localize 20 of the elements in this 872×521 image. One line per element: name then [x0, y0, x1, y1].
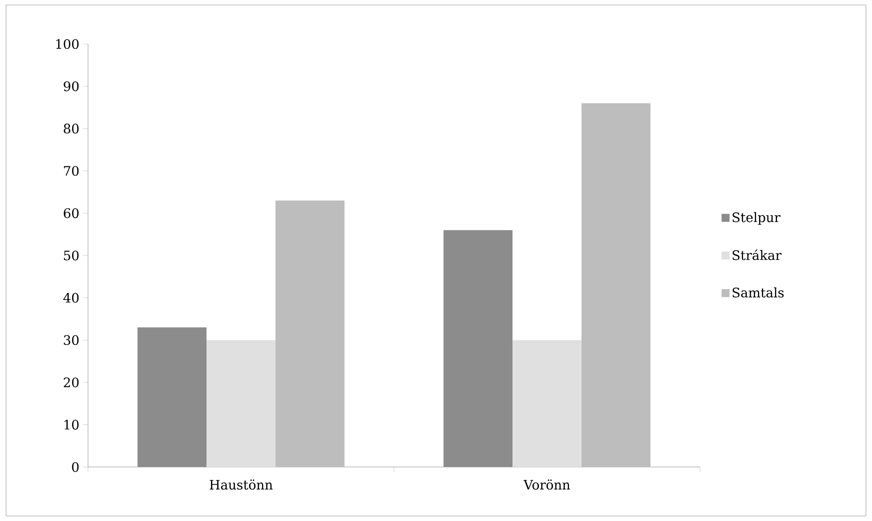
- y-tick-label: 80: [64, 124, 79, 134]
- y-tick-label: 90: [64, 81, 79, 92]
- bar: [206, 340, 276, 467]
- y-tick-label: 70: [64, 166, 79, 176]
- y-tick-label: 20: [64, 377, 79, 388]
- y-tick-label: 40: [63, 292, 79, 303]
- bar: [276, 200, 345, 467]
- legend-label: Samtals: [732, 287, 784, 298]
- y-tick-label: 50: [64, 250, 79, 260]
- legend-label: Strákar: [732, 250, 782, 260]
- bar: [512, 340, 582, 467]
- x-tick-label: Vorönn: [523, 480, 570, 490]
- y-tick-label: 0: [72, 462, 79, 472]
- y-tick-label: 60: [64, 208, 79, 218]
- y-tick-label: 100: [56, 39, 79, 49]
- legend-label: Stelpur: [732, 212, 780, 225]
- y-tick-label: 10: [64, 420, 79, 430]
- bar: [582, 103, 651, 467]
- y-tick-label: 30: [64, 335, 79, 346]
- x-tick-label: Haustönn: [210, 480, 273, 490]
